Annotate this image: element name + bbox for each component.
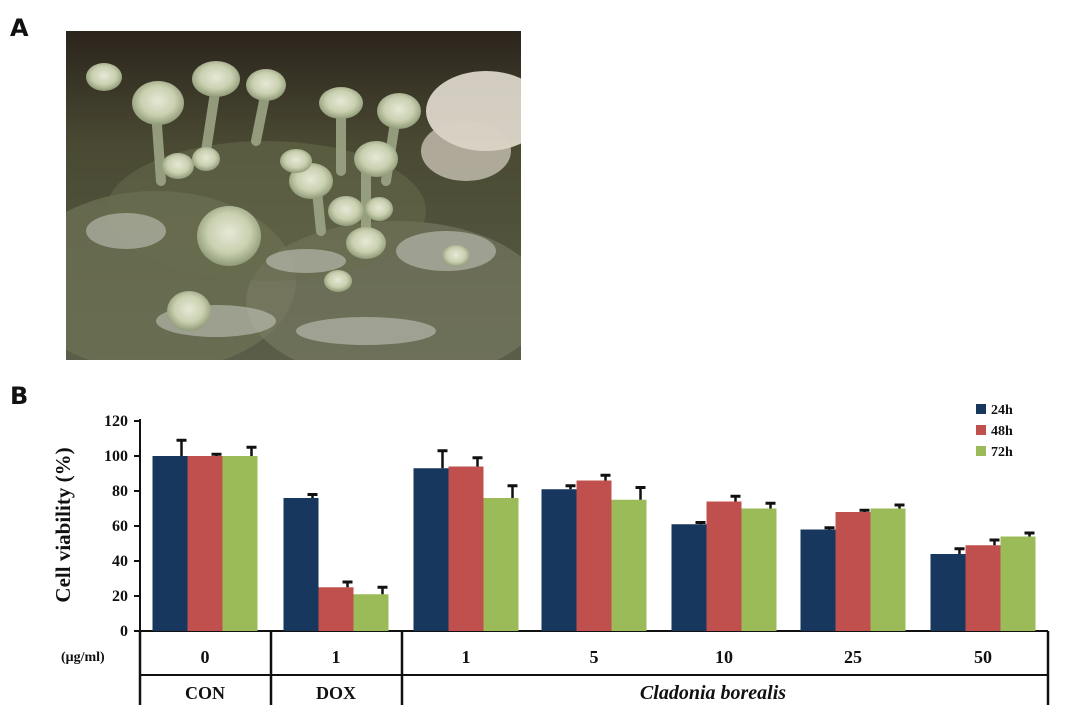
- y-tick-label: 0: [120, 623, 128, 640]
- y-tick-label: 60: [112, 518, 128, 535]
- legend-label: 24h: [991, 403, 1013, 418]
- bar: [152, 456, 188, 631]
- group-label: Cladonia borealis: [640, 682, 786, 704]
- x-axis-labels: (μg/ml) 0 1 1 5 10 25 50 CON DOX Cladonia borealis: [61, 631, 1050, 705]
- x-category-label: 50: [974, 647, 992, 667]
- y-tick-label: 80: [112, 483, 128, 500]
- chart-legend: 24h 48h 72h: [976, 403, 1013, 460]
- bar: [318, 587, 354, 631]
- group-label: DOX: [316, 683, 356, 703]
- bar: [835, 512, 871, 631]
- chart-bars: [152, 456, 1036, 631]
- panel-label-b: B: [10, 382, 29, 410]
- y-axis-ticks: 0 20 40 60 80 100 120: [104, 413, 140, 640]
- bar: [741, 508, 777, 631]
- bar: [706, 501, 742, 631]
- bar: [222, 456, 258, 631]
- bar: [671, 524, 707, 631]
- x-category-label: 1: [462, 647, 471, 667]
- chart-error-bars: [176, 438, 1035, 595]
- y-axis-title: Cell viability (%): [51, 447, 75, 602]
- legend-label: 48h: [991, 424, 1013, 439]
- lichen-photo: [66, 31, 521, 360]
- legend-swatch: [976, 404, 986, 414]
- x-category-label: 1: [332, 647, 341, 667]
- panel-label-a: A: [10, 14, 29, 42]
- bar: [283, 498, 319, 631]
- bar: [448, 466, 484, 631]
- bar: [353, 594, 389, 631]
- x-category-label: 25: [844, 647, 862, 667]
- group-label: CON: [185, 683, 225, 703]
- bar: [800, 529, 836, 631]
- bar: [611, 499, 647, 631]
- legend-swatch: [976, 446, 986, 456]
- y-tick-label: 40: [112, 553, 128, 570]
- x-category-label: 10: [715, 647, 733, 667]
- x-category-label: 0: [201, 647, 210, 667]
- legend-swatch: [976, 425, 986, 435]
- bar: [413, 468, 449, 631]
- y-tick-label: 100: [104, 448, 128, 465]
- y-tick-label: 20: [112, 588, 128, 605]
- bar: [965, 545, 1001, 631]
- bar: [870, 508, 906, 631]
- bar: [483, 498, 519, 631]
- bar: [541, 489, 577, 631]
- y-tick-label: 120: [104, 413, 128, 430]
- x-category-label: 5: [590, 647, 599, 667]
- bar: [930, 554, 966, 631]
- legend-label: 72h: [991, 445, 1013, 460]
- bar: [1000, 536, 1036, 631]
- x-unit-label: (μg/ml): [61, 650, 105, 665]
- bar: [576, 480, 612, 631]
- bar: [187, 456, 223, 631]
